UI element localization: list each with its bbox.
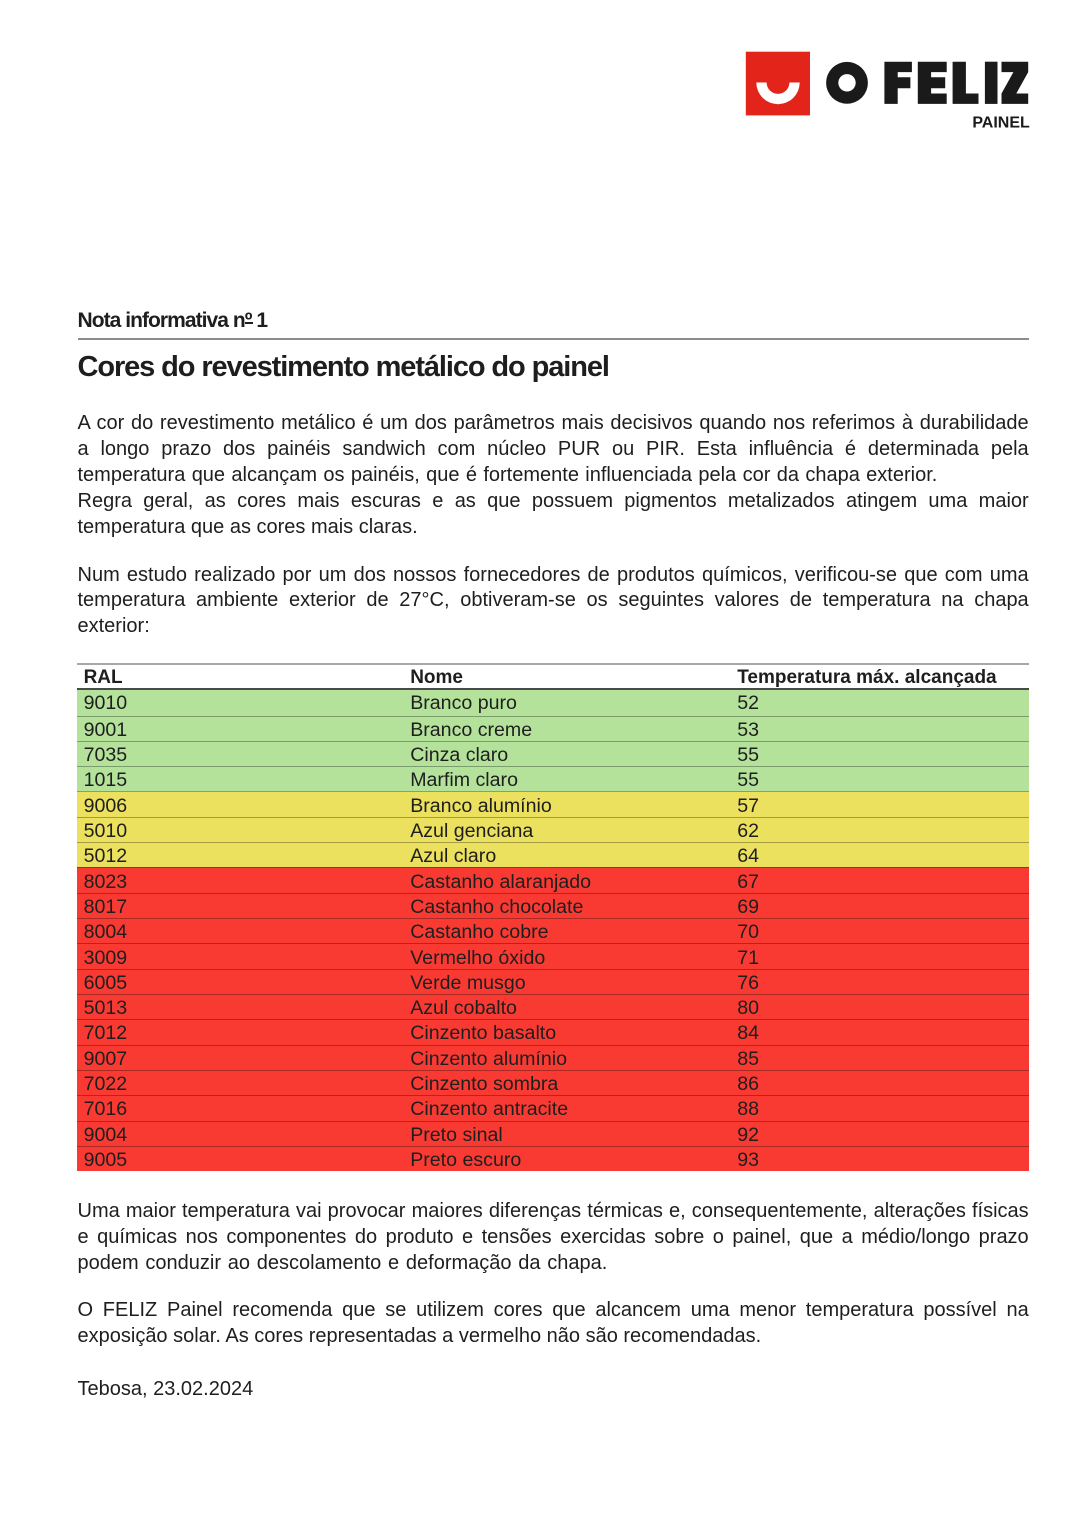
svg-text:PAINEL: PAINEL xyxy=(972,114,1030,131)
